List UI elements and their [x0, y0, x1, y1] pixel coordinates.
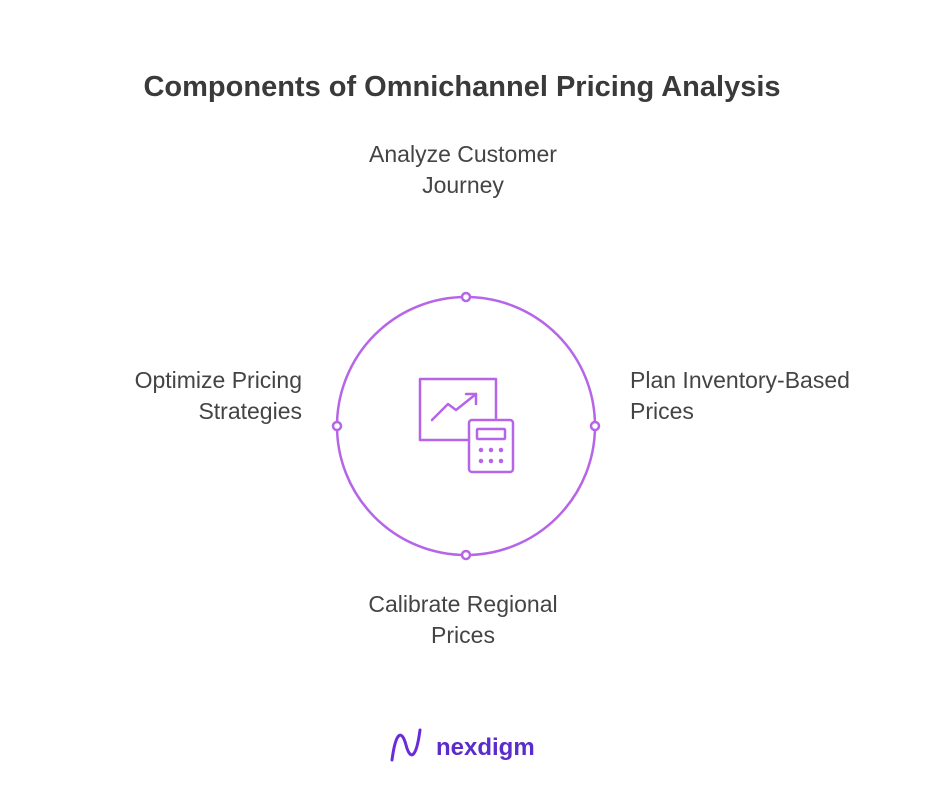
node-label: Journey: [422, 172, 504, 198]
brand-logo: [390, 728, 422, 762]
connector-dot: [460, 549, 472, 561]
node-label: Prices: [630, 398, 694, 424]
cycle-ring: [335, 295, 597, 557]
cycle: [331, 291, 601, 561]
node-label: Plan Inventory-Based: [630, 367, 850, 393]
title: Components of Omnichannel Pricing Analys…: [143, 71, 780, 103]
node-label: Analyze Customer: [369, 141, 557, 167]
node-label: Optimize Pricing: [135, 367, 302, 393]
icon: [418, 377, 515, 474]
node-label: Strategies: [198, 398, 302, 424]
node-label: Prices: [431, 622, 495, 648]
connector-dot: [331, 420, 343, 432]
node-label: Calibrate Regional: [368, 591, 557, 617]
brand-name: nexdigm: [436, 734, 535, 761]
connector-dot: [460, 291, 472, 303]
connector-dot: [589, 420, 601, 432]
